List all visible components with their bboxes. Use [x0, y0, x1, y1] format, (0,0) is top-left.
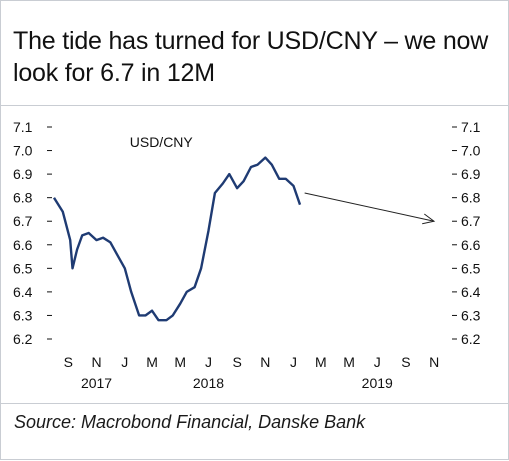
y-tick-label-left: 6.3 — [13, 307, 33, 323]
y-tick-label-left: 6.4 — [13, 284, 33, 300]
x-tick-label: J — [374, 354, 381, 370]
projection-arrowhead — [422, 213, 436, 225]
series-label: USD/CNY — [130, 134, 194, 150]
x-year-label: 2018 — [193, 375, 224, 391]
x-tick-label: N — [429, 354, 439, 370]
x-tick-label: S — [401, 354, 410, 370]
y-tick-label-right: 6.8 — [461, 190, 481, 206]
chart-title: The tide has turned for USD/CNY – we now… — [13, 27, 489, 87]
y-tick-label-right: 6.2 — [461, 331, 481, 347]
x-tick-label: N — [260, 354, 270, 370]
x-tick-label: S — [232, 354, 241, 370]
title-divider — [1, 105, 508, 106]
x-tick-label: S — [64, 354, 73, 370]
x-tick-label: J — [290, 354, 297, 370]
y-tick-label-right: 6.3 — [461, 307, 481, 323]
y-tick-label-right: 6.4 — [461, 284, 481, 300]
source-divider — [1, 403, 508, 404]
y-axis-right: 7.1 7.0 6.9 6.8 6.7 6.6 6.5 6.4 6.3 6.2 — [452, 119, 481, 347]
series-line-usd-cny — [52, 156, 302, 322]
y-tick-label-right: 6.6 — [461, 237, 481, 253]
x-tick-label: N — [91, 354, 101, 370]
y-tick-label-right: 6.9 — [461, 166, 481, 182]
projection-arrow — [304, 192, 436, 225]
source-note: Source: Macrobond Financial, Danske Bank — [14, 412, 366, 432]
projection-line — [304, 192, 435, 222]
y-tick-label-right: 6.7 — [461, 213, 481, 229]
x-tick-label: J — [121, 354, 128, 370]
x-tick-label: J — [205, 354, 212, 370]
x-tick-label: M — [315, 354, 327, 370]
y-tick-label-right: 7.1 — [461, 119, 481, 135]
x-year-label: 2017 — [81, 375, 112, 391]
y-tick-label-right: 6.5 — [461, 260, 481, 276]
y-tick-label-right: 7.0 — [461, 143, 481, 159]
y-tick-label-left: 6.7 — [13, 213, 33, 229]
y-tick-label-left: 6.8 — [13, 190, 33, 206]
x-tick-label: M — [343, 354, 355, 370]
x-year-label: 2019 — [362, 375, 393, 391]
y-tick-label-left: 7.1 — [13, 119, 33, 135]
x-tick-label: M — [174, 354, 186, 370]
y-tick-label-left: 6.9 — [13, 166, 33, 182]
x-tick-label: M — [146, 354, 158, 370]
y-tick-label-left: 6.6 — [13, 237, 33, 253]
y-tick-label-left: 6.2 — [13, 331, 33, 347]
y-tick-label-left: 7.0 — [13, 143, 33, 159]
y-tick-label-left: 6.5 — [13, 260, 33, 276]
y-axis-left: 7.1 7.0 6.9 6.8 6.7 6.6 6.5 6.4 6.3 6.2 — [13, 119, 52, 347]
